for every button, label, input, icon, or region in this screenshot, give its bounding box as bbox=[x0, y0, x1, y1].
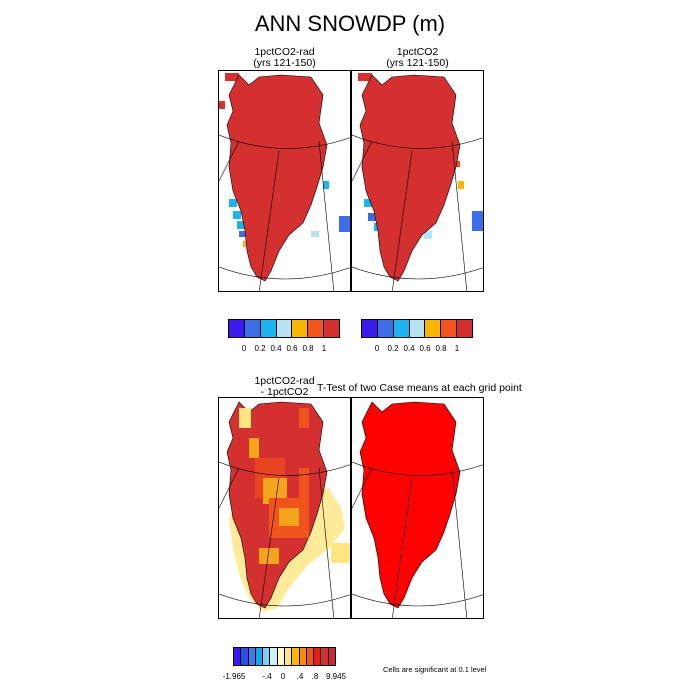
top-right-panel-title: 1pctCO2 (yrs 121-150) bbox=[351, 47, 484, 69]
cb-tl-label: 0 bbox=[241, 344, 247, 353]
graticule bbox=[219, 461, 350, 618]
map-top-right-svg bbox=[352, 73, 483, 291]
colorbar-swatch bbox=[255, 648, 264, 665]
colorbar-swatch bbox=[362, 320, 378, 337]
colorbar-swatch bbox=[377, 320, 394, 337]
top-left-title-line1: 1pctCO2-rad bbox=[254, 46, 315, 58]
graticule bbox=[352, 461, 483, 618]
colorbar-swatch bbox=[244, 320, 261, 337]
cb-tr-label: 0.8 bbox=[435, 344, 447, 353]
colorbar-swatch bbox=[324, 320, 340, 337]
page-title: ANN SNOWDP (m) bbox=[254, 11, 446, 36]
significance-note: Cells are significant at 0.1 level bbox=[383, 665, 487, 674]
greenland-fill bbox=[359, 74, 461, 282]
cb-tr-label: 0 bbox=[374, 344, 380, 353]
graticule bbox=[352, 134, 483, 291]
map-bottom-right bbox=[351, 397, 484, 619]
cb-bottom-label: 9.945 bbox=[325, 672, 347, 681]
cb-tl-label: 0.2 bbox=[254, 344, 266, 353]
cb-tl-label: 0.8 bbox=[302, 344, 314, 353]
top-left-title-line2: (yrs 121-150) bbox=[253, 57, 316, 69]
cb-tr-label: 1 bbox=[454, 344, 460, 353]
diff-cells bbox=[239, 408, 350, 564]
colorbar-swatch bbox=[270, 648, 278, 665]
map-bottom-left-svg bbox=[219, 401, 350, 618]
colorbar-swatch bbox=[299, 648, 307, 665]
colorbar-swatch bbox=[409, 320, 426, 337]
cb-bottom-label: -1.965 bbox=[222, 672, 246, 681]
colorbar-swatch bbox=[308, 320, 325, 337]
colorbar-swatch bbox=[321, 648, 329, 665]
bottom-left-title-line1: 1pctCO2-rad bbox=[254, 375, 315, 387]
colorbar-swatch bbox=[441, 320, 458, 337]
cb-tl-label: 0.6 bbox=[286, 344, 298, 353]
cb-bottom-label: .8 bbox=[311, 672, 319, 681]
colorbar-swatch bbox=[314, 648, 322, 665]
colorbar-top-left bbox=[228, 319, 340, 338]
colorbar-swatch bbox=[292, 648, 300, 665]
greenland-fill bbox=[226, 74, 328, 282]
top-left-panel-title: 1pctCO2-rad (yrs 121-150) bbox=[218, 47, 351, 69]
colorbar-swatch bbox=[292, 320, 309, 337]
top-right-title-line2: (yrs 121-150) bbox=[386, 57, 449, 69]
colorbar-swatch bbox=[234, 648, 242, 665]
cb-tl-label: 1 bbox=[321, 344, 327, 353]
cb-bottom-label: 0 bbox=[280, 672, 286, 681]
colorbar-swatch bbox=[263, 648, 271, 665]
bottom-left-title-line2: - 1pctCO2 bbox=[260, 386, 309, 398]
colorbar-swatch bbox=[277, 648, 285, 665]
cb-tr-label: 0.6 bbox=[419, 344, 431, 353]
cb-tr-label: 0.2 bbox=[387, 344, 399, 353]
top-right-title-line1: 1pctCO2 bbox=[396, 46, 439, 58]
cb-bottom-label: -.4 bbox=[262, 672, 272, 681]
map-top-left bbox=[218, 70, 351, 292]
colorbar-swatch bbox=[248, 648, 256, 665]
colorbar-swatch bbox=[260, 320, 277, 337]
colorbar-top-right bbox=[361, 319, 473, 338]
graticule bbox=[219, 134, 350, 291]
colorbar-swatch bbox=[276, 320, 293, 337]
map-bottom-left bbox=[218, 397, 351, 619]
bottom-right-panel-title: T-Test of two Case means at each grid po… bbox=[317, 382, 522, 394]
colorbar-swatch bbox=[284, 648, 293, 665]
cb-tl-label: 0.4 bbox=[270, 344, 282, 353]
colorbar-swatch bbox=[457, 320, 473, 337]
map-top-left-svg bbox=[219, 73, 350, 291]
colorbar-swatch bbox=[306, 648, 315, 665]
cb-bottom-label: .4 bbox=[296, 672, 304, 681]
colorbar-bottom bbox=[233, 647, 336, 666]
map-bottom-right-svg bbox=[352, 401, 483, 618]
colorbar-swatch bbox=[229, 320, 245, 337]
colorbar-swatch bbox=[328, 648, 335, 665]
colorbar-swatch bbox=[241, 648, 249, 665]
colorbar-swatch bbox=[425, 320, 442, 337]
map-top-right bbox=[351, 70, 484, 292]
colorbar-swatch bbox=[393, 320, 410, 337]
cb-tr-label: 0.4 bbox=[403, 344, 415, 353]
bottom-left-panel-title: 1pctCO2-rad - 1pctCO2 bbox=[218, 376, 351, 398]
significant-cells bbox=[359, 401, 461, 609]
